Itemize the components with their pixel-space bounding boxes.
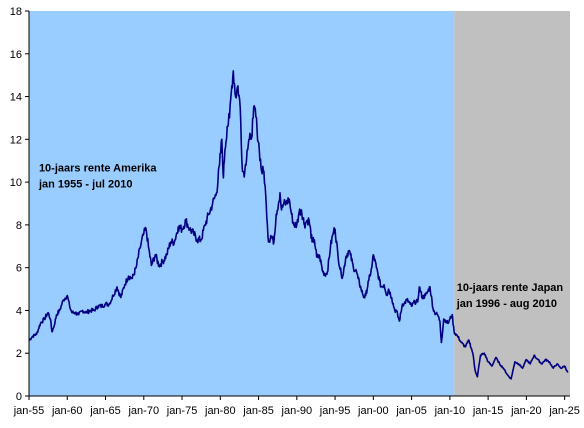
- annotation-1: 10-jaars rente Japan jan 1996 - aug 2010: [456, 282, 564, 310]
- x-tick-label: jan-80: [204, 405, 236, 417]
- x-tick-label: jan-95: [319, 405, 351, 417]
- background-regions: [29, 11, 570, 396]
- x-tick-label: jan-90: [281, 405, 313, 417]
- y-tick-label: 12: [10, 134, 22, 146]
- y-tick-label: 16: [10, 49, 22, 61]
- annotation-line: 10-jaars rente Amerika: [39, 162, 157, 174]
- axes: [28, 11, 570, 397]
- series-line-0: [28, 70, 455, 344]
- x-axis-ticks: jan-55 jan-60 jan-65 jan-70 jan-75 jan-80 jan-…: [13, 396, 580, 417]
- x-tick-label: jan-60: [51, 405, 83, 417]
- x-tick-label: jan-55: [13, 405, 45, 417]
- y-tick-label: 6: [16, 263, 22, 275]
- background-region-1: [454, 11, 570, 396]
- y-tick-label: 18: [10, 6, 22, 18]
- x-tick-label: jan-65: [89, 405, 121, 417]
- y-axis-ticks: 0 2 4 6 8 10 12 14 16 18: [10, 6, 29, 403]
- series-line-1: [453, 331, 569, 380]
- annotation-line: jan 1955 - jul 2010: [38, 178, 133, 190]
- x-tick-label: jan-25: [548, 405, 580, 417]
- x-tick-label: jan-10: [434, 405, 466, 417]
- annotation-line: jan 1996 - aug 2010: [456, 298, 557, 310]
- x-tick-label: jan-15: [472, 405, 504, 417]
- y-tick-label: 0: [16, 391, 22, 403]
- annotations: 10-jaars rente Amerika jan 1955 - jul 201…: [38, 162, 563, 310]
- y-tick-label: 14: [10, 92, 22, 104]
- x-tick-label: jan-85: [242, 405, 274, 417]
- x-tick-label: jan-75: [166, 405, 198, 417]
- x-tick-label: jan-00: [357, 405, 389, 417]
- x-tick-label: jan-05: [395, 405, 427, 417]
- x-tick-label: jan-20: [510, 405, 542, 417]
- annotation-line: 10-jaars rente Japan: [457, 282, 564, 294]
- rate-lines: [28, 70, 569, 380]
- y-tick-label: 2: [16, 348, 22, 360]
- x-tick-label: jan-70: [127, 405, 159, 417]
- y-tick-label: 8: [16, 220, 22, 232]
- background-region-0: [29, 11, 455, 396]
- y-tick-label: 4: [16, 305, 22, 317]
- annotation-0: 10-jaars rente Amerika jan 1955 - jul 201…: [38, 162, 157, 190]
- y-tick-label: 10: [10, 177, 22, 189]
